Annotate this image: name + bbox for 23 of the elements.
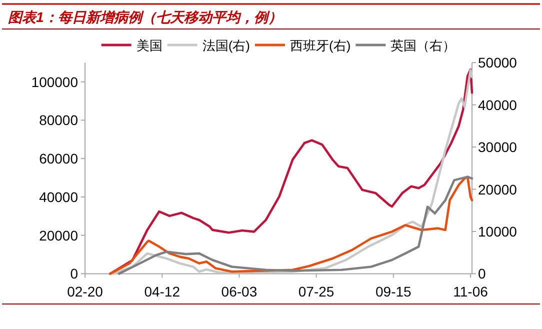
x-tick-label: 04-12 (144, 284, 180, 300)
y2-tick-label: 0 (478, 266, 486, 282)
y-tick-label: 80000 (39, 112, 78, 128)
legend-label: 英国（右） (390, 38, 456, 53)
y-tick-label: 40000 (39, 188, 78, 205)
x-tick-label: 02-20 (67, 284, 104, 300)
x-tick-label: 09-15 (376, 284, 412, 300)
chart-title: 图表1：每日新增病例（七天移动平均，例） (8, 9, 282, 25)
x-tick-label: 11-06 (453, 284, 488, 300)
y2-tick-label: 30000 (478, 139, 518, 156)
y-tick-label: 100000 (31, 74, 78, 90)
y2-tick-label: 10000 (478, 223, 518, 240)
x-tick-label: 06-03 (221, 284, 258, 300)
y-tick-label: 0 (70, 266, 78, 282)
y2-tick-label: 20000 (478, 181, 518, 198)
y-tick-label: 20000 (39, 227, 78, 244)
y2-tick-label: 50000 (478, 54, 518, 71)
legend-label: 美国 (136, 38, 162, 53)
legend-label: 西班牙(右) (290, 38, 351, 53)
legend-label: 法国(右) (202, 38, 250, 53)
x-tick-label: 07-25 (298, 284, 334, 300)
y-tick-label: 60000 (39, 150, 78, 167)
y2-tick-label: 40000 (478, 96, 518, 113)
